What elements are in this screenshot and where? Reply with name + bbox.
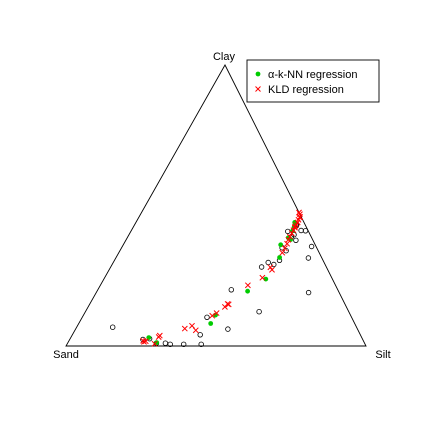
knn-point-0 (154, 340, 160, 345)
observed-point-20 (302, 228, 309, 234)
kld-point-31 (296, 209, 302, 216)
kld-point-13 (225, 301, 232, 308)
observed-point-23 (293, 237, 299, 243)
ternary-triangle (65, 64, 367, 347)
kld-point-1 (142, 338, 149, 345)
legend-marker-kld (255, 86, 261, 92)
kld-point-15 (259, 274, 266, 281)
observed-point-3 (162, 340, 169, 346)
observed-point-5 (197, 332, 203, 338)
kld-point-14 (244, 282, 251, 289)
observed-point-0 (109, 324, 116, 330)
kld-point-18 (279, 249, 286, 256)
observed-point-11 (225, 326, 231, 332)
observed-point-10 (256, 309, 262, 315)
observed-point-9 (228, 287, 234, 293)
kld-point-5 (156, 332, 163, 339)
observed-point-2 (180, 341, 187, 347)
kld-point-8 (192, 327, 199, 334)
legend-marker-knn (255, 71, 261, 77)
kld-point-21 (285, 236, 292, 243)
kld-point-22 (286, 233, 293, 240)
kld-point-19 (281, 245, 288, 252)
observed-point-12 (204, 314, 210, 320)
knn-point-2 (208, 321, 214, 326)
vertex-label-sand: Sand (53, 349, 79, 361)
kld-point-20 (284, 240, 291, 247)
observed-point-13 (271, 261, 277, 268)
legend-box (246, 59, 380, 103)
observed-point-16 (265, 259, 271, 266)
observed-point-29 (305, 289, 312, 296)
vertex-label-clay: Clay (213, 51, 236, 63)
legend-label-kld: KLD regression (268, 84, 344, 96)
kld-point-17 (267, 264, 274, 271)
kld-point-4 (151, 340, 158, 347)
kld-point-10 (213, 310, 220, 317)
knn-point-6 (277, 255, 282, 260)
legend: α-k-NN regression KLD regression (246, 59, 380, 103)
legend-label-knn: α-k-NN regression (268, 69, 358, 81)
kld-point-33 (292, 223, 298, 230)
data-points (109, 209, 315, 347)
kld-point-23 (288, 230, 295, 237)
vertex-label-silt: Silt (375, 349, 390, 361)
observed-point-14 (258, 264, 265, 270)
observed-point-22 (308, 243, 315, 250)
observed-point-19 (298, 227, 304, 234)
kld-point-6 (181, 325, 188, 332)
kld-point-2 (141, 338, 147, 345)
observed-point-8 (140, 336, 146, 343)
kld-point-32 (296, 214, 303, 221)
kld-point-9 (209, 312, 216, 319)
observed-point-4 (198, 341, 204, 347)
observed-point-6 (167, 341, 173, 347)
knn-point-4 (245, 288, 251, 294)
observed-point-28 (305, 255, 312, 261)
